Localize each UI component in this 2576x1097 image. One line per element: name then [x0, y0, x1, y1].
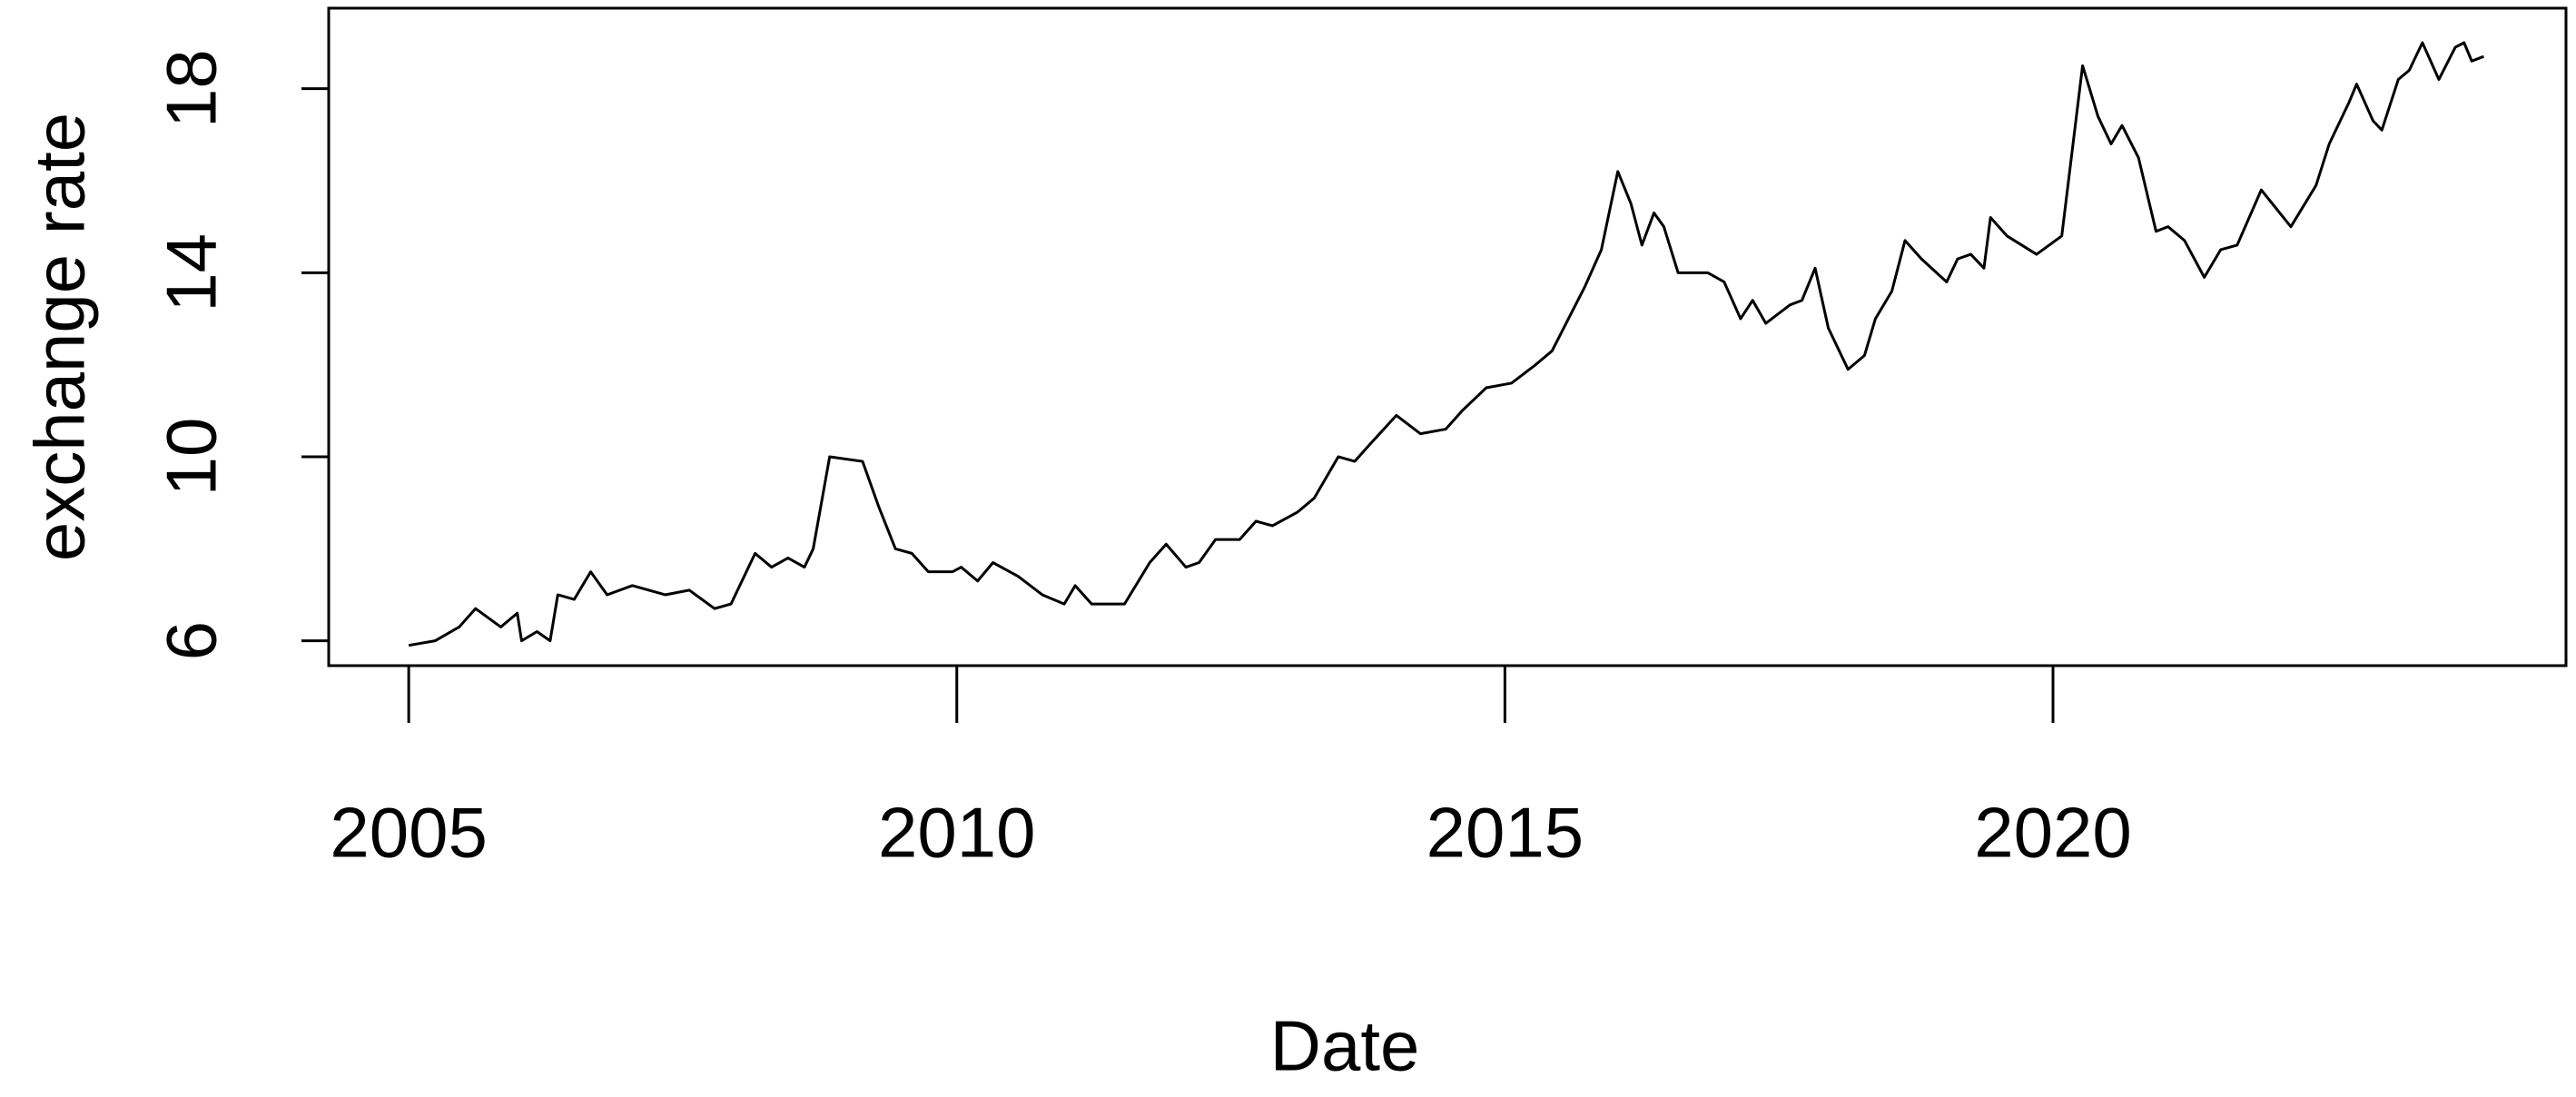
- x-axis-label: Date: [1270, 1006, 1420, 1086]
- x-tick-label: 2010: [878, 793, 1036, 873]
- plot-frame: [327, 6, 2568, 667]
- x-tick-label: 2020: [1974, 793, 2132, 873]
- y-tick-label: 14: [152, 233, 232, 312]
- y-tick-label: 6: [152, 621, 232, 660]
- y-tick-label: 10: [152, 418, 232, 497]
- x-tick-label: 2015: [1426, 793, 1584, 873]
- y-axis-label: exchange rate: [20, 113, 100, 561]
- data-line: [408, 41, 2484, 647]
- y-tick-label: 18: [152, 49, 232, 128]
- x-tick-label: 2005: [330, 793, 488, 873]
